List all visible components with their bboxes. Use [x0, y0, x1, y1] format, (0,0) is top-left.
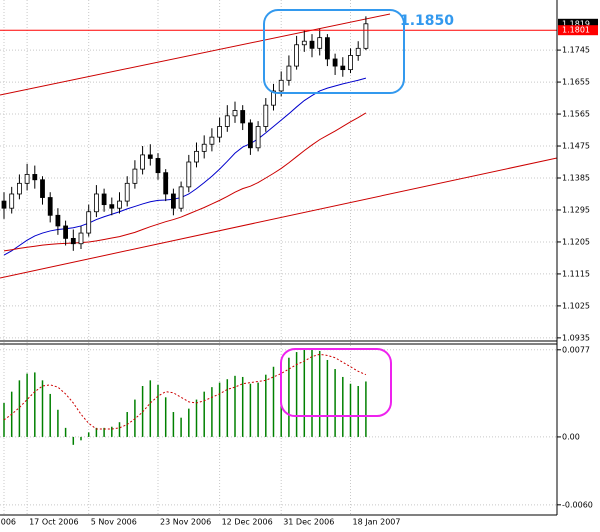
y-tick-label: 1.0935	[562, 333, 590, 342]
candle-body	[286, 65, 292, 81]
candle-body	[217, 126, 223, 138]
y-tick-label: 1.1025	[562, 301, 590, 310]
candle-body	[155, 158, 161, 174]
candle-body	[186, 161, 192, 188]
y-tick-label: -0.0060	[562, 500, 593, 509]
candle-body	[170, 193, 176, 209]
y-tick-label: 1.1385	[562, 173, 590, 182]
candle-body	[101, 193, 107, 206]
x-tick-label: 31 Dec 2006	[283, 518, 334, 527]
y-tick-label: 1.1295	[562, 205, 590, 214]
candle-body	[1, 200, 7, 209]
candle-body	[178, 186, 184, 209]
candle-body	[294, 44, 300, 67]
candle-body	[147, 154, 153, 159]
y-tick-label: 1.1565	[562, 110, 590, 119]
candle-body	[263, 104, 269, 127]
candle-body	[301, 40, 307, 46]
candle-body	[317, 37, 323, 49]
candle-body	[32, 174, 38, 181]
price-marker-label: 1.1801	[562, 26, 590, 35]
highlight-box	[263, 9, 405, 94]
candle-body	[240, 110, 246, 124]
candle-body	[78, 232, 84, 245]
y-tick-label: 1.1205	[562, 237, 590, 246]
candle-body	[278, 79, 284, 92]
candle-body	[309, 40, 315, 49]
moving-average	[3, 112, 367, 252]
candle-body	[194, 150, 199, 163]
x-tick-label: 18 Jan 2007	[353, 518, 401, 527]
candle-body	[201, 143, 207, 152]
candle-body	[124, 182, 130, 202]
y-tick-label: 1.1115	[562, 269, 590, 278]
price-marker	[558, 18, 598, 29]
candle-body	[109, 204, 115, 209]
candle-body	[247, 122, 253, 149]
candle-body	[332, 58, 338, 67]
x-tick-label: 5 Nov 2006	[91, 518, 137, 527]
marks	[0, 16, 557, 445]
candle-body	[271, 90, 276, 106]
labels: 1.1745 1.1655 1.1565 1.1475 1.1385 1.1295 1.12…	[0, 18, 598, 527]
candle-body	[209, 136, 215, 145]
candle-body	[140, 154, 146, 170]
y-tick-label: 1.1655	[562, 78, 590, 87]
x-tick-label: 23 Nov 2006	[160, 518, 211, 527]
candle-body	[163, 172, 169, 195]
price-marker-label: 1.1819	[562, 19, 590, 28]
candle-body	[324, 37, 330, 60]
y-tick-label: 0.00	[562, 432, 580, 441]
candle-body	[117, 200, 122, 209]
candle-body	[94, 193, 99, 213]
highlight-box	[280, 348, 392, 417]
candle-body	[348, 55, 353, 71]
candle-body	[224, 115, 230, 127]
candle-body	[63, 225, 68, 239]
trend-line-lower	[0, 157, 558, 279]
annotation: 1.1850	[400, 13, 454, 29]
price-marker	[558, 25, 598, 36]
candle-body	[9, 193, 15, 209]
candle-body	[47, 197, 53, 216]
y-tick-label: 0.0077	[562, 345, 590, 354]
candle-body	[355, 47, 361, 56]
x-tick-label: 2006	[0, 518, 16, 527]
y-tick-label: 1.1475	[562, 142, 590, 151]
candle-body	[232, 110, 238, 117]
candle-body	[24, 174, 30, 184]
candle-body	[255, 126, 261, 149]
candle-body	[70, 237, 76, 245]
candle-body	[132, 168, 138, 184]
candle-body	[86, 211, 92, 234]
trend-line-upper	[0, 13, 391, 96]
y-tick-label: 1.1745	[562, 46, 590, 55]
signal-line	[3, 353, 367, 430]
candle-body	[55, 214, 61, 227]
x-tick-label: 17 Oct 2006	[29, 518, 78, 527]
candle-body	[340, 65, 346, 71]
candle-body	[16, 182, 22, 195]
candle-body	[40, 179, 45, 198]
x-tick-label: 12 Dec 2006	[222, 518, 273, 527]
candle-body	[363, 23, 369, 49]
